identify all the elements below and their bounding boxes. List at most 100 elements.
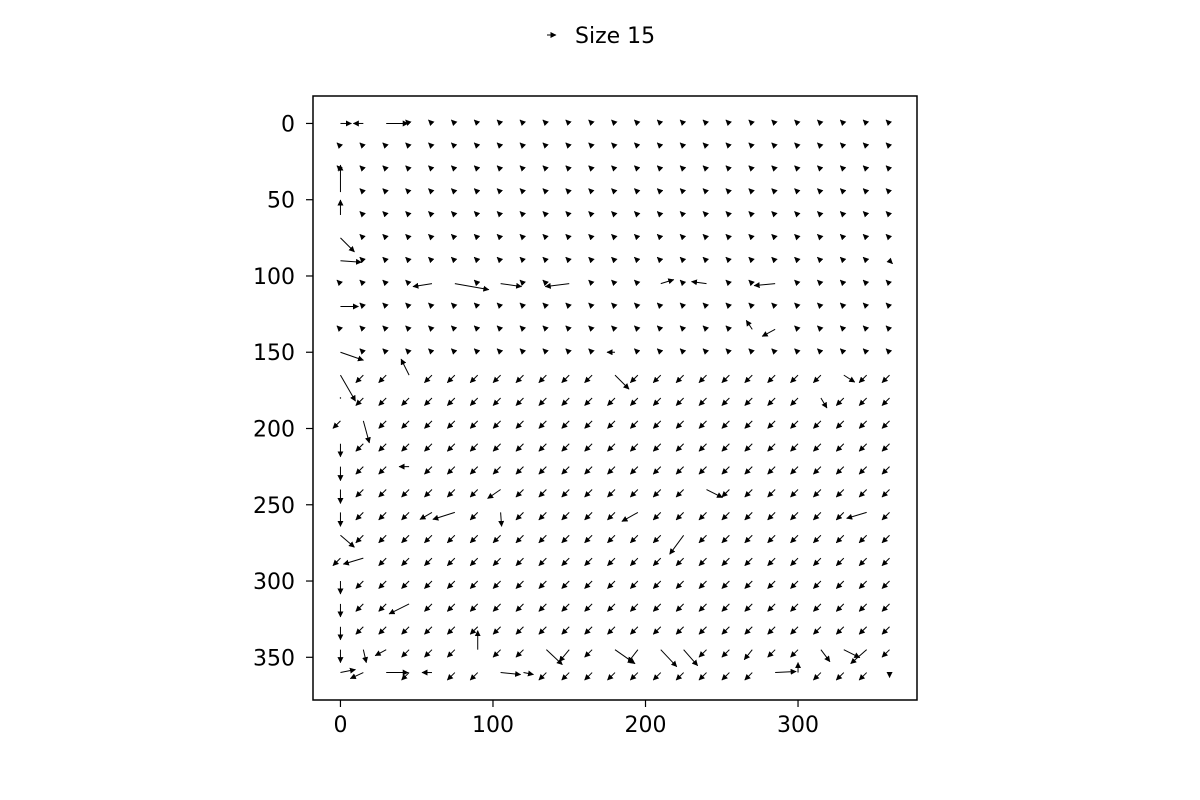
vector-arrow — [885, 302, 893, 309]
vector-arrow — [743, 649, 753, 661]
vector-arrow — [424, 489, 433, 498]
vector-arrow — [359, 211, 366, 218]
vector-arrow — [542, 279, 549, 287]
vector-arrow — [813, 557, 822, 567]
vector-arrow — [843, 649, 861, 659]
vector-arrow — [355, 534, 364, 544]
vector-arrow — [813, 580, 822, 589]
vector-arrow — [858, 626, 868, 635]
vector-arrow — [382, 279, 389, 287]
vector-arrow — [607, 626, 616, 635]
vector-arrow — [817, 302, 824, 309]
vector-arrow — [702, 233, 710, 241]
vector-arrow — [428, 211, 435, 218]
vector-arrow — [744, 603, 753, 612]
vector-arrow — [492, 557, 501, 567]
vector-arrow — [359, 142, 366, 149]
vector-arrow — [630, 443, 639, 452]
vector-arrow — [542, 302, 549, 309]
vector-arrow — [885, 325, 893, 332]
vector-arrow — [843, 374, 856, 383]
vector-arrow — [885, 188, 893, 195]
vector-arrow — [675, 557, 684, 567]
vector-arrow — [565, 348, 572, 355]
vector-arrow — [881, 420, 890, 429]
vector-arrow — [634, 142, 641, 149]
vector-arrow — [748, 279, 755, 287]
vector-arrow — [839, 325, 847, 332]
vector-arrow — [446, 580, 456, 589]
vector-arrow — [538, 672, 547, 681]
vector-arrow — [584, 466, 593, 475]
x-axis: 0 100 200 300 — [333, 700, 819, 738]
vector-arrow — [767, 466, 776, 475]
vector-arrow — [340, 258, 362, 265]
vector-arrow — [679, 302, 687, 309]
vector-arrow — [725, 233, 732, 241]
vector-arrow — [542, 256, 549, 264]
vector-arrow — [584, 672, 593, 681]
vector-arrow — [565, 233, 572, 241]
vector-arrow — [744, 443, 753, 452]
vector-arrow — [611, 325, 618, 332]
vector-arrow — [450, 211, 458, 218]
vector-arrow — [584, 512, 593, 521]
vector-arrow — [721, 374, 730, 383]
vector-arrow — [424, 443, 433, 452]
vector-arrow — [424, 649, 433, 658]
vector-arrow — [679, 188, 687, 195]
vector-arrow — [424, 603, 433, 612]
vector-arrow — [881, 397, 890, 406]
vector-arrow — [428, 165, 435, 172]
vector-arrow — [835, 580, 845, 589]
vector-arrow — [721, 443, 730, 452]
vector-arrow — [794, 119, 801, 126]
vector-arrow — [542, 348, 549, 355]
vector-arrow — [748, 211, 755, 218]
vector-arrow — [515, 443, 524, 452]
vector-arrow — [378, 626, 387, 635]
vector-arrow — [669, 534, 685, 555]
vector-arrow — [702, 348, 710, 355]
vector-arrow — [446, 534, 456, 544]
vector-arrow — [607, 466, 616, 475]
vector-arrow — [496, 142, 504, 149]
x-tick-label: 100 — [472, 713, 514, 738]
vector-arrow — [492, 626, 501, 635]
vector-arrow — [469, 374, 479, 383]
vector-arrow — [656, 119, 664, 126]
vector-arrow — [698, 626, 707, 635]
vector-arrow — [450, 348, 458, 355]
vector-arrow — [813, 466, 822, 475]
vector-arrow — [652, 466, 662, 475]
vector-arrow — [725, 302, 732, 309]
vector-arrow — [515, 649, 524, 658]
vector-arrow — [679, 279, 687, 287]
vector-arrow — [359, 348, 366, 355]
vector-arrow — [424, 374, 433, 383]
vector-arrow — [748, 142, 755, 149]
vector-arrow — [359, 188, 366, 195]
vector-arrow — [473, 188, 481, 195]
vector-arrow — [885, 165, 893, 172]
vector-arrow — [382, 233, 389, 241]
vector-arrow — [652, 603, 662, 612]
vector-arrow — [771, 348, 778, 355]
vector-arrow — [835, 420, 845, 429]
vector-arrow — [428, 348, 435, 355]
vector-arrow — [584, 397, 593, 406]
vector-arrow — [355, 443, 364, 452]
vector-arrow — [725, 256, 732, 264]
vector-arrow — [492, 534, 501, 544]
vector-arrow — [496, 165, 504, 172]
vector-arrow — [446, 603, 456, 612]
vector-arrow — [835, 466, 845, 475]
vector-arrow — [565, 188, 572, 195]
vector-arrow — [588, 165, 595, 172]
vector-arrow — [496, 325, 504, 332]
vector-arrow — [794, 142, 801, 149]
vector-arrow — [790, 443, 799, 452]
vector-arrow — [584, 443, 593, 452]
vector-arrow — [450, 325, 458, 332]
vector-arrow — [382, 165, 389, 172]
